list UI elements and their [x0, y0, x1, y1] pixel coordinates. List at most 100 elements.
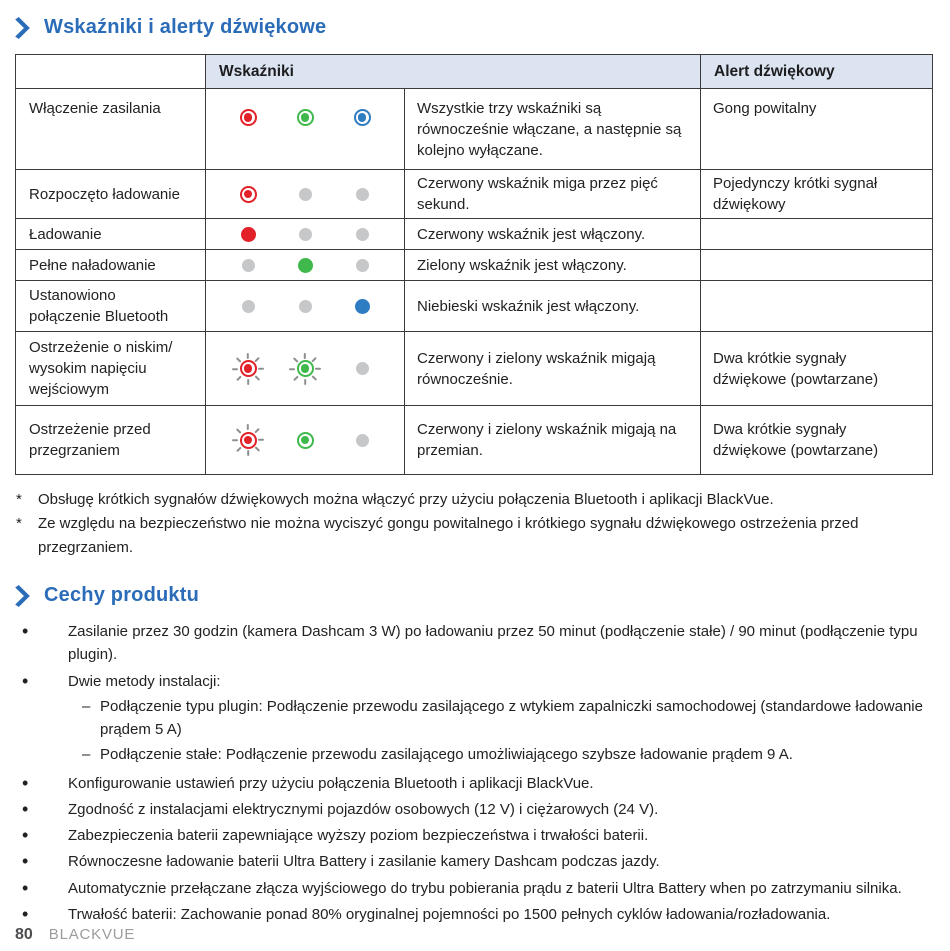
footnote: * Obsługę krótkich sygnałów dźwiękowych m…	[16, 488, 940, 512]
bullet-icon: •	[22, 670, 29, 691]
section-header-indicators: Wskaźniki i alerty dźwiękowe	[14, 16, 950, 39]
feature-text: Równoczesne ładowanie baterii Ultra Batt…	[68, 853, 660, 871]
table-row: Ostrzeżenie o niskim/ wysokim napięciu w…	[15, 331, 934, 406]
indicators-cell	[205, 405, 405, 475]
description-cell: Wszystkie trzy wskaźniki są równocześnie…	[403, 88, 702, 170]
feature-text: Zabezpieczenia baterii zapewniające wyżs…	[68, 827, 649, 844]
led-off-icon	[334, 187, 391, 201]
alert-cell	[700, 280, 934, 332]
bullet-icon: •	[22, 621, 29, 641]
blank-header-cell	[15, 54, 206, 89]
alert-cell	[700, 249, 934, 281]
feature-item: • Trwałość baterii: Zachowanie ponad 80% …	[22, 903, 944, 926]
feature-list: • Zasilanie przez 30 godzin (kamera Dashc…	[0, 620, 950, 926]
feature-item: • Zasilanie przez 30 godzin (kamera Dashc…	[22, 620, 944, 667]
alert-cell: Pojedynczy krótki sygnał dźwiękowy	[700, 169, 934, 219]
footnote-marker: *	[16, 491, 22, 508]
table-row: Pełne naładowanie Zielony wskaźnik jest w…	[15, 249, 934, 281]
indicator-table: Wskaźniki Alert dźwiękowy Włączenie zasi…	[15, 54, 934, 475]
feature-item: • Zgodność z instalacjami elektrycznymi p…	[22, 798, 944, 821]
bullet-icon: •	[22, 825, 29, 845]
feature-subitem: – Podłączenie stałe: Podłączenie przewodu…	[82, 743, 944, 766]
indicators-header-cell: Wskaźniki	[204, 54, 702, 89]
feature-item: • Równoczesne ładowanie baterii Ultra Bat…	[22, 850, 944, 873]
led-red-blinking-icon	[220, 421, 277, 459]
bullet-icon: •	[22, 798, 29, 819]
page-footer: 80 BLACKVUE	[15, 926, 135, 944]
chevron-right-icon	[14, 584, 31, 607]
table-row: Rozpoczęto ładowanie Czerwony wskaźnik mi…	[15, 169, 934, 219]
led-red-on-icon	[220, 109, 277, 126]
indicators-cell	[205, 88, 405, 170]
feature-item: • Automatycznie przełączane złącza wyjści…	[22, 877, 944, 900]
description-cell: Czerwony wskaźnik miga przez pięć sekund…	[403, 169, 702, 219]
bullet-icon: •	[22, 772, 29, 793]
row-label-cell: Rozpoczęto ładowanie	[15, 169, 206, 219]
alert-cell: Dwa krótkie sygnały dźwiękowe (powtarzan…	[700, 405, 934, 475]
led-green-on-icon	[277, 109, 334, 126]
led-red-on-icon	[220, 226, 277, 242]
indicators-cell	[205, 331, 405, 406]
bullet-icon: •	[22, 851, 29, 872]
led-blue-on-icon	[334, 109, 391, 126]
led-off-icon	[334, 433, 391, 447]
feature-text: Dwie metody instalacji:	[68, 672, 221, 690]
row-label-cell: Ostrzeżenie przed przegrzaniem	[15, 405, 206, 475]
alert-cell	[700, 218, 934, 250]
feature-text: Zasilanie przez 30 godzin (kamera Dashca…	[68, 623, 918, 664]
feature-subtext: Podłączenie typu plugin: Podłączenie prz…	[100, 697, 923, 738]
table-row: Ładowanie Czerwony wskaźnik jest włączony…	[15, 218, 934, 250]
row-label-cell: Ustanowiono połączenie Bluetooth	[15, 280, 206, 332]
alert-cell: Dwa krótkie sygnały dźwiękowe (powtarzan…	[700, 331, 934, 406]
led-red-on-icon	[220, 185, 277, 203]
brand-label: BLACKVUE	[48, 926, 136, 943]
footnote-text: Obsługę krótkich sygnałów dźwiękowych mo…	[38, 491, 774, 508]
section-title: Wskaźniki i alerty dźwiękowe	[44, 16, 327, 38]
table-row: Ostrzeżenie przed przegrzaniem Czerwony i…	[15, 405, 934, 475]
page-number: 80	[15, 926, 33, 943]
row-label-cell: Włączenie zasilania	[15, 88, 206, 170]
indicator-table-body: Włączenie zasilania Wszystkie trzy wskaźn…	[15, 88, 934, 475]
led-green-blinking-icon	[277, 350, 334, 388]
led-red-blinking-icon	[220, 350, 277, 388]
feature-subtext: Podłączenie stałe: Podłączenie przewodu …	[100, 746, 793, 764]
led-off-icon	[334, 362, 391, 375]
led-off-icon	[220, 299, 277, 313]
led-off-icon	[277, 227, 334, 241]
feature-item: • Zabezpieczenia baterii zapewniające wyż…	[22, 824, 944, 847]
description-cell: Zielony wskaźnik jest włączony.	[403, 249, 702, 281]
section-title: Cechy produktu	[44, 584, 200, 606]
led-off-icon	[220, 258, 277, 272]
row-label-cell: Ładowanie	[15, 218, 206, 250]
indicators-cell	[205, 280, 405, 332]
row-label-cell: Ostrzeżenie o niskim/ wysokim napięciu w…	[15, 331, 206, 406]
feature-item: • Konfigurowanie ustawień przy użyciu poł…	[22, 772, 944, 795]
indicators-cell	[205, 218, 405, 250]
bullet-icon: •	[22, 877, 29, 898]
row-label-cell: Pełne naładowanie	[15, 249, 206, 281]
feature-text: Automatycznie przełączane złącza wyjścio…	[68, 879, 902, 897]
feature-text: Konfigurowanie ustawień przy użyciu połą…	[68, 774, 594, 792]
led-green-on-icon	[277, 257, 334, 273]
description-cell: Niebieski wskaźnik jest włączony.	[403, 280, 702, 332]
footnote: * Ze względu na bezpieczeństwo nie można …	[16, 512, 940, 560]
feature-text: Trwałość baterii: Zachowanie ponad 80% o…	[68, 905, 831, 923]
indicators-cell	[205, 169, 405, 219]
feature-text: Zgodność z instalacjami elektrycznymi po…	[68, 800, 659, 818]
bullet-icon: •	[22, 903, 29, 924]
led-off-icon	[277, 299, 334, 313]
chevron-right-icon	[14, 16, 31, 39]
alert-header-cell: Alert dźwiękowy	[700, 54, 934, 89]
led-green-on-icon	[277, 431, 334, 449]
feature-item: • Dwie metody instalacji: – Podłączenie typ…	[22, 670, 944, 769]
table-row: Ustanowiono połączenie Bluetooth Niebiesk…	[15, 280, 934, 332]
feature-subitem: – Podłączenie typu plugin: Podłączenie pr…	[82, 695, 944, 742]
description-cell: Czerwony wskaźnik jest włączony.	[403, 218, 702, 250]
dash-icon: –	[82, 746, 91, 764]
dash-icon: –	[82, 697, 91, 715]
description-cell: Czerwony i zielony wskaźnik migają na pr…	[403, 405, 702, 475]
section-header-features: Cechy produktu	[14, 584, 950, 607]
led-off-icon	[334, 227, 391, 241]
description-cell: Czerwony i zielony wskaźnik migają równo…	[403, 331, 702, 406]
indicators-cell	[205, 249, 405, 281]
